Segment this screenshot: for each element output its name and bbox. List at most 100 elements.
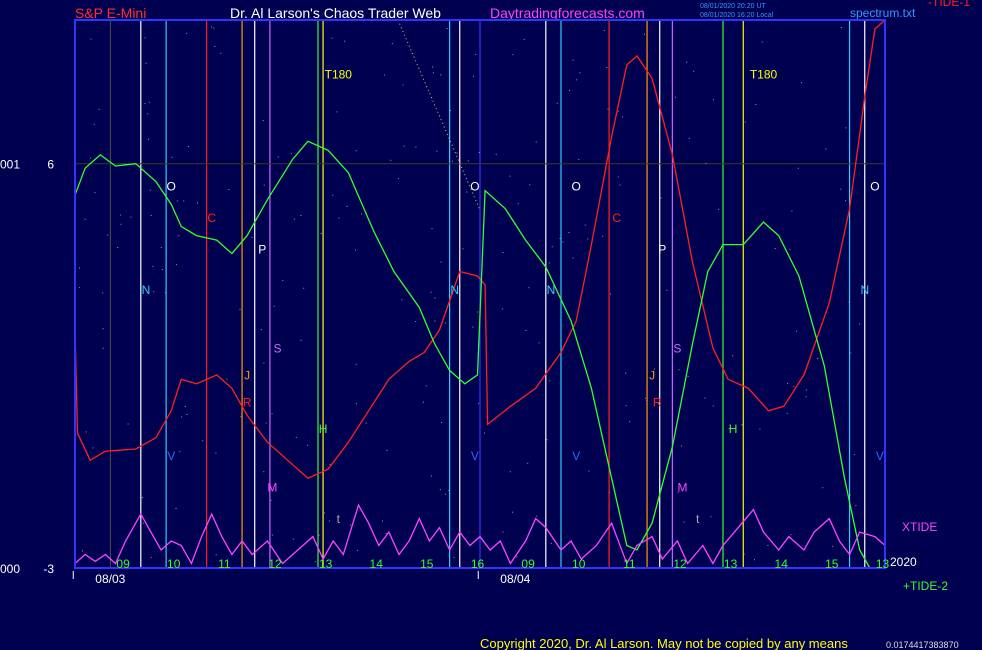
- grid-dot: [538, 342, 540, 344]
- spectrum-file-label: spectrum.txt: [850, 6, 916, 20]
- grid-dot: [214, 46, 216, 47]
- x-tick-label: 09: [521, 557, 535, 571]
- grid-dot: [346, 205, 348, 207]
- grid-dot: [477, 311, 479, 313]
- grid-dot: [382, 520, 383, 522]
- grid-dot: [344, 40, 346, 42]
- annotation-label: J: [244, 368, 250, 382]
- grid-dot: [550, 543, 552, 545]
- grid-dot: [226, 378, 228, 380]
- grid-dot: [855, 504, 857, 506]
- grid-dot: [338, 217, 340, 219]
- grid-dot: [575, 79, 577, 81]
- grid-dot: [536, 515, 538, 517]
- grid-dot: [484, 432, 486, 434]
- grid-dot: [142, 522, 144, 524]
- grid-dot: [355, 249, 356, 251]
- grid-dot: [84, 218, 86, 220]
- grid-dot: [475, 53, 477, 55]
- grid-dot: [753, 76, 755, 78]
- grid-dot: [797, 167, 799, 169]
- grid-dot: [184, 406, 186, 407]
- annotation-label: R: [243, 395, 252, 409]
- annotation-label: S: [673, 341, 681, 355]
- annotation-label: O: [572, 180, 581, 194]
- grid-dot: [688, 137, 690, 139]
- grid-dot: [602, 235, 604, 237]
- grid-dot: [444, 493, 446, 495]
- grid-dot: [403, 145, 405, 147]
- grid-dot: [517, 203, 519, 205]
- grid-dot: [568, 232, 570, 233]
- grid-dot: [239, 308, 241, 310]
- grid-dot: [502, 252, 504, 253]
- grid-dot: [467, 160, 469, 162]
- grid-dot: [743, 553, 745, 555]
- grid-dot: [290, 152, 292, 154]
- grid-dot: [754, 559, 755, 561]
- annotation-label: O: [870, 180, 879, 194]
- grid-dot: [704, 397, 706, 399]
- grid-dot: [451, 160, 453, 162]
- annotation-label: O: [470, 180, 479, 194]
- grid-dot: [147, 113, 149, 115]
- site-link[interactable]: Daytradingforecasts.com: [490, 5, 645, 21]
- annotation-label: C: [612, 211, 621, 225]
- grid-dot: [148, 138, 150, 140]
- grid-dot: [140, 498, 142, 500]
- grid-dot: [440, 74, 442, 76]
- grid-dot: [431, 228, 433, 230]
- annotation-label: M: [678, 481, 688, 495]
- grid-dot: [161, 269, 163, 270]
- grid-dot: [625, 405, 627, 407]
- grid-dot: [722, 246, 724, 248]
- grid-dot: [336, 111, 338, 113]
- x-tick-label: 13: [319, 557, 333, 571]
- grid-dot: [355, 363, 357, 365]
- trend-dotted-line: [397, 19, 481, 211]
- grid-dot: [385, 533, 387, 534]
- x-tick-label: 10: [167, 557, 181, 571]
- y-tick-prefix: 001: [0, 158, 20, 172]
- grid-dot: [82, 550, 83, 552]
- x-tick-label: 13: [876, 557, 890, 571]
- grid-dot: [805, 396, 807, 398]
- grid-dot: [390, 159, 392, 161]
- grid-dot: [681, 445, 682, 447]
- grid-dot: [175, 507, 177, 509]
- grid-dot: [674, 96, 676, 98]
- grid-dot: [120, 223, 122, 225]
- x-tick-label: 11: [623, 557, 636, 571]
- grid-dot: [271, 534, 273, 536]
- grid-dot: [179, 451, 181, 453]
- x-tick-label: 12: [673, 557, 687, 571]
- grid-dot: [130, 216, 132, 218]
- x-tick-label: 14: [370, 557, 384, 571]
- grid-dot: [587, 238, 589, 240]
- grid-dot: [621, 116, 623, 118]
- grid-dot: [439, 489, 441, 491]
- grid-dot: [509, 175, 511, 177]
- x-tick-label: 16: [471, 557, 485, 571]
- grid-dot: [528, 287, 530, 289]
- date-label: 08/04: [500, 572, 530, 586]
- grid-dot: [796, 330, 798, 332]
- grid-dot: [466, 191, 468, 193]
- grid-dot: [556, 102, 558, 104]
- grid-dot: [501, 308, 503, 310]
- x-tick-label: 14: [775, 557, 789, 571]
- x-tick-label: 09: [116, 557, 130, 571]
- annotation-label: T180: [325, 67, 353, 81]
- grid-dot: [263, 184, 265, 186]
- y-tick-label: -3: [43, 562, 54, 576]
- grid-dot: [240, 416, 242, 418]
- grid-dot: [315, 561, 317, 563]
- grid-dot: [303, 287, 305, 289]
- grid-dot: [845, 127, 847, 129]
- annotation-label: V: [471, 449, 479, 463]
- grid-dot: [579, 72, 581, 74]
- grid-dot: [606, 67, 608, 68]
- grid-dot: [644, 33, 645, 35]
- annotation-label: P: [258, 243, 266, 257]
